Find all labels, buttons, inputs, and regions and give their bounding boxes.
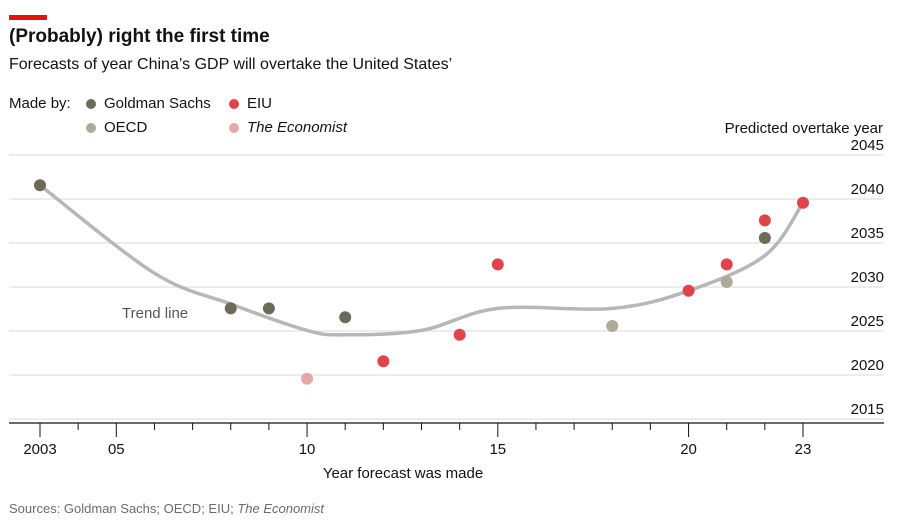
grid-lines [9, 154, 884, 420]
legend-item-oecd: OECD [86, 119, 147, 136]
legend-dot-the-economist [229, 122, 239, 133]
source-italic: The Economist [237, 501, 325, 516]
point-oecd-2018-2025 [606, 320, 619, 332]
x-tick-label-20: 20 [680, 441, 697, 458]
y-tick-label-2045: 2045 [851, 137, 884, 154]
trend-line-label: Trend line [122, 305, 188, 322]
brand-red-bar [9, 15, 47, 20]
y-tick-label-2030: 2030 [851, 269, 884, 286]
source-note: Sources: Goldman Sachs; OECD; EIU; The E… [9, 501, 324, 516]
data-points [34, 179, 809, 385]
source-prefix: Sources: Goldman Sachs; OECD; EIU; [9, 501, 238, 516]
point-eiu-2014-2024 [453, 328, 466, 341]
y-tick-label-2015: 2015 [851, 401, 884, 418]
y-tick-label-2035: 2035 [851, 225, 884, 242]
point-goldman-sachs-2009-2027 [262, 302, 275, 315]
point-goldman-sachs-2003-2041 [34, 179, 46, 192]
legend-dot-goldman-sachs [86, 98, 96, 109]
point-goldman-sachs-2011-2026 [339, 311, 352, 324]
point-goldman-sachs-2008-2027 [224, 302, 237, 315]
legend-label-eiu: EIU [247, 95, 273, 112]
y-tick-label-2040: 2040 [851, 181, 884, 198]
x-tick-label-23: 23 [795, 441, 812, 458]
legend-label-the-economist: The Economist [247, 119, 348, 136]
point-the-economist-2010-2019 [301, 372, 314, 385]
chart-subtitle: Forecasts of year China’s GDP will overt… [9, 56, 453, 73]
x-tick-label-10: 10 [299, 441, 316, 458]
legend-made-by-label: Made by: [9, 95, 71, 112]
point-eiu-2021-2032 [720, 258, 733, 271]
legend-label-oecd: OECD [104, 119, 148, 136]
x-axis: 2003 05 10 15 20 23 [9, 422, 884, 458]
y-axis-title: Predicted overtake year [725, 120, 883, 137]
point-eiu-2015-2032 [491, 258, 504, 271]
point-goldman-sachs-2022-2035 [758, 232, 771, 244]
y-tick-label-2020: 2020 [851, 357, 884, 374]
legend-label-goldman-sachs: Goldman Sachs [104, 95, 211, 112]
point-eiu-2023-2039 [797, 196, 809, 209]
legend-dot-eiu [229, 98, 239, 109]
point-oecd-2021-2030 [720, 276, 733, 288]
point-eiu-2012-2021 [377, 355, 390, 368]
y-tick-label-2025: 2025 [851, 313, 884, 330]
legend-item-goldman-sachs: Goldman Sachs [86, 95, 211, 112]
trend-line [38, 183, 805, 337]
x-axis-title: Year forecast was made [323, 465, 483, 482]
legend-dot-oecd [86, 122, 96, 133]
x-tick-label-05: 05 [108, 441, 125, 458]
y-tick-labels: 2015 2020 2025 2030 2035 2040 2045 [851, 137, 884, 418]
x-tick-label-15: 15 [489, 441, 506, 458]
point-eiu-2022-2037 [758, 214, 771, 227]
point-eiu-2020-2029 [682, 284, 695, 297]
chart-title: (Probably) right the first time [9, 26, 270, 47]
legend-item-eiu: EIU [229, 95, 272, 112]
legend-item-the-economist: The Economist [229, 119, 347, 136]
x-tick-label-2003: 2003 [23, 441, 56, 458]
